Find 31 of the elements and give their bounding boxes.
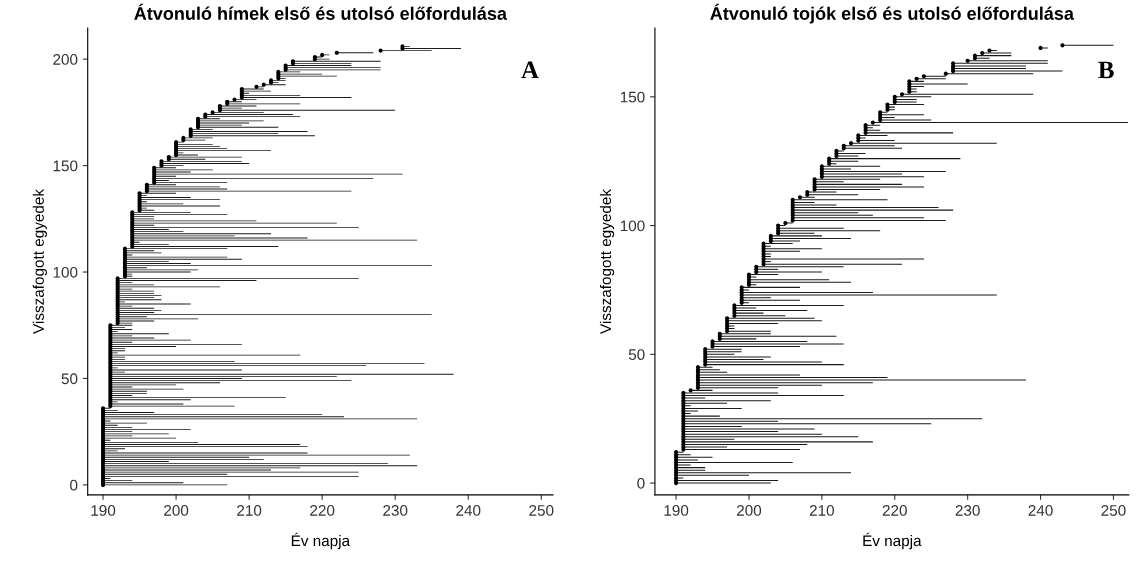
y-tick-label: 0 (70, 479, 78, 491)
x-tick-label: 250 (529, 505, 554, 516)
x-tick-label: 210 (237, 505, 262, 516)
y-tick-label: 150 (620, 91, 645, 103)
y-axis-title: Visszafogott egyedek (32, 188, 47, 334)
x-tick-label: 220 (882, 505, 907, 516)
y-tick-label: 0 (637, 477, 645, 489)
x-tick-label: 190 (91, 505, 116, 516)
x-tick-label: 210 (809, 505, 835, 516)
chart-title: Átvonuló tojók első és utolsó előfordulása (710, 3, 1075, 24)
x-tick-label: 190 (664, 505, 689, 516)
x-tick-label: 240 (456, 505, 481, 516)
y-axis-title: Visszafogott egyedek (599, 188, 615, 334)
x-axis-title: Év napja (291, 532, 351, 550)
x-tick-label: 200 (164, 505, 189, 516)
x-tick-label: 230 (383, 505, 408, 516)
annotation: B (1098, 61, 1114, 79)
x-tick-label: 250 (1101, 505, 1126, 516)
y-tick-label: 50 (628, 349, 645, 361)
x-axis-title: Év napja (863, 532, 922, 550)
x-tick-label: 220 (310, 505, 335, 516)
y-tick-label: 50 (61, 373, 78, 385)
x-tick-label: 230 (955, 505, 980, 516)
y-tick-label: 100 (620, 220, 645, 232)
y-tick-label: 200 (53, 54, 78, 65)
x-tick-label: 200 (736, 505, 762, 516)
y-tick-label: 100 (53, 266, 78, 278)
chart-title: Átvonuló hímek első és utolsó előfordulása (134, 3, 508, 20)
x-tick-label: 240 (1028, 505, 1053, 516)
y-tick-label: 150 (53, 160, 78, 172)
annotation: A (521, 61, 539, 79)
